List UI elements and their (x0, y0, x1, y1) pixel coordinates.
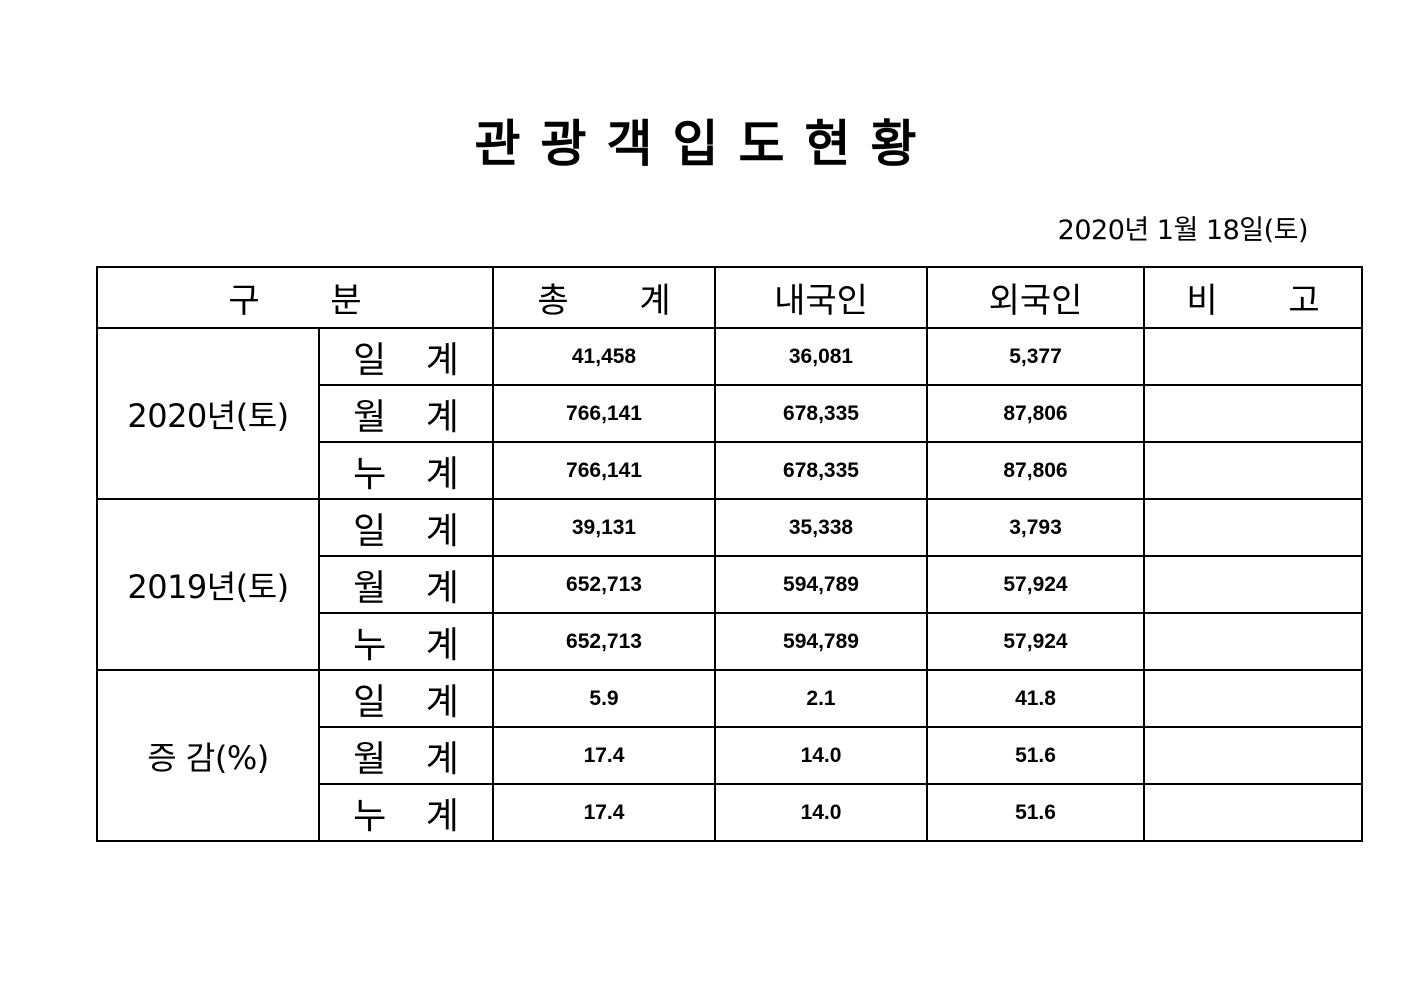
cell-domestic: 36,081 (714, 327, 928, 386)
cell-foreign: 51.6 (926, 783, 1145, 842)
cell-remarks (1143, 726, 1363, 785)
header-domestic: 내국인 (714, 266, 928, 329)
row-label: 누 계 (318, 441, 494, 500)
table-row: 2020년(토) 일 계 41,458 36,081 5,377 (96, 327, 1363, 500)
cell-total: 5.9 (492, 669, 716, 728)
cell-foreign: 87,806 (926, 384, 1145, 443)
cell-domestic: 594,789 (714, 612, 928, 671)
cell-foreign: 87,806 (926, 441, 1145, 500)
cell-foreign: 51.6 (926, 726, 1145, 785)
table-row: 누 계 766,141 678,335 87,806 (97, 441, 1363, 500)
cell-domestic: 594,789 (714, 555, 928, 614)
row-label: 월 계 (318, 555, 494, 614)
cell-domestic: 14.0 (714, 726, 928, 785)
cell-foreign: 3,793 (926, 498, 1145, 557)
group-label-2020: 2020년(토) (96, 327, 320, 500)
cell-total: 652,713 (492, 612, 716, 671)
cell-remarks (1143, 669, 1363, 728)
table-row: 2019년(토) 일 계 39,131 35,338 3,793 (96, 498, 1363, 671)
row-label: 월 계 (318, 384, 494, 443)
group-label-change-percent: 증 감(%) (96, 669, 320, 842)
table-row: 월 계 17.4 14.0 51.6 (97, 726, 1363, 785)
tourist-arrivals-table: 구 분 총 계 내국인 외국인 비 고 2020년(토) 일 계 41,458 … (96, 266, 1363, 842)
row-label: 누 계 (318, 783, 494, 842)
cell-total: 17.4 (492, 726, 716, 785)
cell-remarks (1143, 441, 1363, 500)
row-label: 월 계 (318, 726, 494, 785)
cell-total: 652,713 (492, 555, 716, 614)
cell-remarks (1143, 327, 1363, 386)
table-row: 월 계 652,713 594,789 57,924 (97, 555, 1363, 614)
cell-foreign: 57,924 (926, 612, 1145, 671)
page-title: 관광객입도현황 (474, 115, 937, 173)
header-foreign: 외국인 (926, 266, 1145, 329)
cell-remarks (1143, 498, 1363, 557)
cell-foreign: 57,924 (926, 555, 1145, 614)
row-label: 일 계 (318, 498, 494, 557)
header-remarks: 비 고 (1143, 266, 1363, 329)
cell-domestic: 35,338 (714, 498, 928, 557)
cell-domestic: 2.1 (714, 669, 928, 728)
report-date: 2020년 1월 18일(토) (1057, 215, 1309, 246)
row-label: 일 계 (318, 669, 494, 728)
row-label: 누 계 (318, 612, 494, 671)
table-header-row: 구 분 총 계 내국인 외국인 비 고 (96, 266, 1363, 329)
cell-remarks (1143, 384, 1363, 443)
row-label: 일 계 (318, 327, 494, 386)
cell-remarks (1143, 783, 1363, 842)
table-row: 월 계 766,141 678,335 87,806 (97, 384, 1363, 443)
table-row: 누 계 17.4 14.0 51.6 (97, 783, 1363, 842)
cell-remarks (1143, 555, 1363, 614)
group-label-2019: 2019년(토) (96, 498, 320, 671)
cell-foreign: 5,377 (926, 327, 1145, 386)
table-row: 누 계 652,713 594,789 57,924 (97, 612, 1363, 671)
cell-total: 41,458 (492, 327, 716, 386)
cell-total: 766,141 (492, 441, 716, 500)
header-total: 총 계 (492, 266, 716, 329)
cell-remarks (1143, 612, 1363, 671)
cell-domestic: 14.0 (714, 783, 928, 842)
cell-foreign: 41.8 (926, 669, 1145, 728)
header-category: 구 분 (96, 266, 494, 329)
cell-total: 766,141 (492, 384, 716, 443)
table-row: 증 감(%) 일 계 5.9 2.1 41.8 (96, 669, 1363, 842)
cell-domestic: 678,335 (714, 441, 928, 500)
cell-domestic: 678,335 (714, 384, 928, 443)
cell-total: 17.4 (492, 783, 716, 842)
cell-total: 39,131 (492, 498, 716, 557)
